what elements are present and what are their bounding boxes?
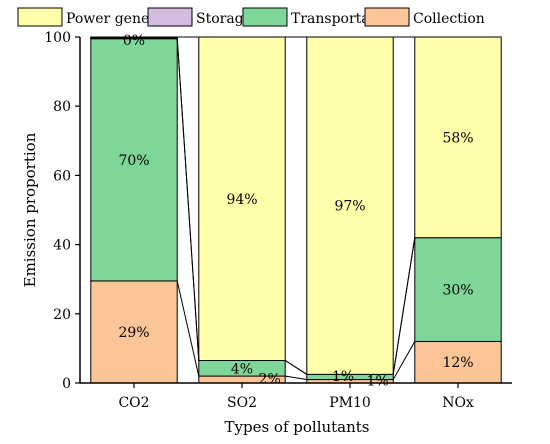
y-tick-label-60: 60 (53, 168, 71, 184)
data-label-so2-transportation: 4% (231, 361, 253, 377)
bar-co2-power-generation (90, 36, 178, 39)
data-label-co2-collection: 29% (118, 325, 149, 341)
legend-swatch-transportation (242, 7, 288, 27)
y-tick-label-0: 0 (62, 376, 71, 392)
bar-pm10-power-generation (306, 36, 394, 375)
bar-co2-collection (90, 280, 178, 384)
legend-swatch-power-generation (17, 7, 63, 27)
y-tick-label-80: 80 (53, 99, 71, 115)
bar-co2-transportation (90, 38, 178, 282)
data-label-nox-collection: 12% (442, 355, 473, 371)
axes: 0 20 40 60 80 100 CO2 SO2 PM10 NOx (44, 30, 512, 411)
legend-label-storage: Storage (196, 11, 252, 27)
legend-swatch-storage (147, 7, 193, 27)
connector-so2-pm10-1 (285, 375, 307, 381)
legend-label-collection: Collection (413, 11, 485, 27)
y-axis-title: Emission proportion (21, 132, 39, 287)
y-tick-label-40: 40 (53, 238, 71, 254)
bar-nox-transportation (414, 237, 502, 342)
data-label-co2-transportation: 70% (118, 153, 149, 169)
bars (90, 36, 502, 384)
data-label-so2-collection: 2% (259, 372, 281, 388)
connector-pm10-nox-1 (392, 341, 416, 380)
x-tick-label-so2: SO2 (227, 395, 257, 411)
connector-co2-so2-1 (176, 280, 200, 377)
connector-so2-pm10-3 (284, 360, 308, 375)
y-tick-label-100: 100 (44, 30, 71, 46)
legend: Power generation Storage Transportation Col… (17, 7, 485, 27)
bar-nox-power-generation (414, 36, 502, 239)
y-tick-label-20: 20 (53, 307, 71, 323)
data-label-pm10-collection: 1% (367, 373, 389, 389)
data-label-so2-power-generation: 94% (226, 192, 257, 208)
data-label-nox-transportation: 30% (442, 283, 473, 299)
legend-swatch-collection (364, 7, 410, 27)
x-tick-label-co2: CO2 (118, 395, 149, 411)
x-axis-title: Types of pollutants (224, 418, 369, 436)
data-label-co2-power-generation: 0% (123, 33, 145, 49)
x-tick-label-nox: NOx (442, 395, 474, 411)
connector-pm10-nox-3 (392, 237, 416, 375)
x-tick-label-pm10: PM10 (329, 395, 371, 411)
connector-co2-so2-3 (176, 38, 200, 361)
data-label-pm10-transportation: 1% (332, 369, 354, 385)
bar-so2-power-generation (198, 36, 286, 362)
data-label-pm10-power-generation: 97% (334, 199, 365, 215)
data-label-nox-power-generation: 58% (442, 130, 473, 146)
